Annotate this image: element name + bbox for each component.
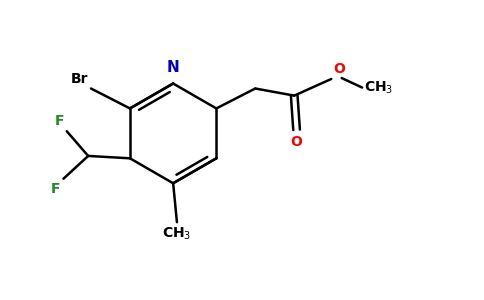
Text: Br: Br	[71, 72, 89, 86]
Text: CH$_3$: CH$_3$	[162, 226, 192, 242]
Text: F: F	[54, 114, 64, 128]
Text: O: O	[291, 135, 302, 148]
Text: CH$_3$: CH$_3$	[364, 79, 394, 96]
Text: F: F	[51, 182, 60, 196]
Text: O: O	[333, 62, 345, 76]
Text: N: N	[167, 60, 180, 75]
